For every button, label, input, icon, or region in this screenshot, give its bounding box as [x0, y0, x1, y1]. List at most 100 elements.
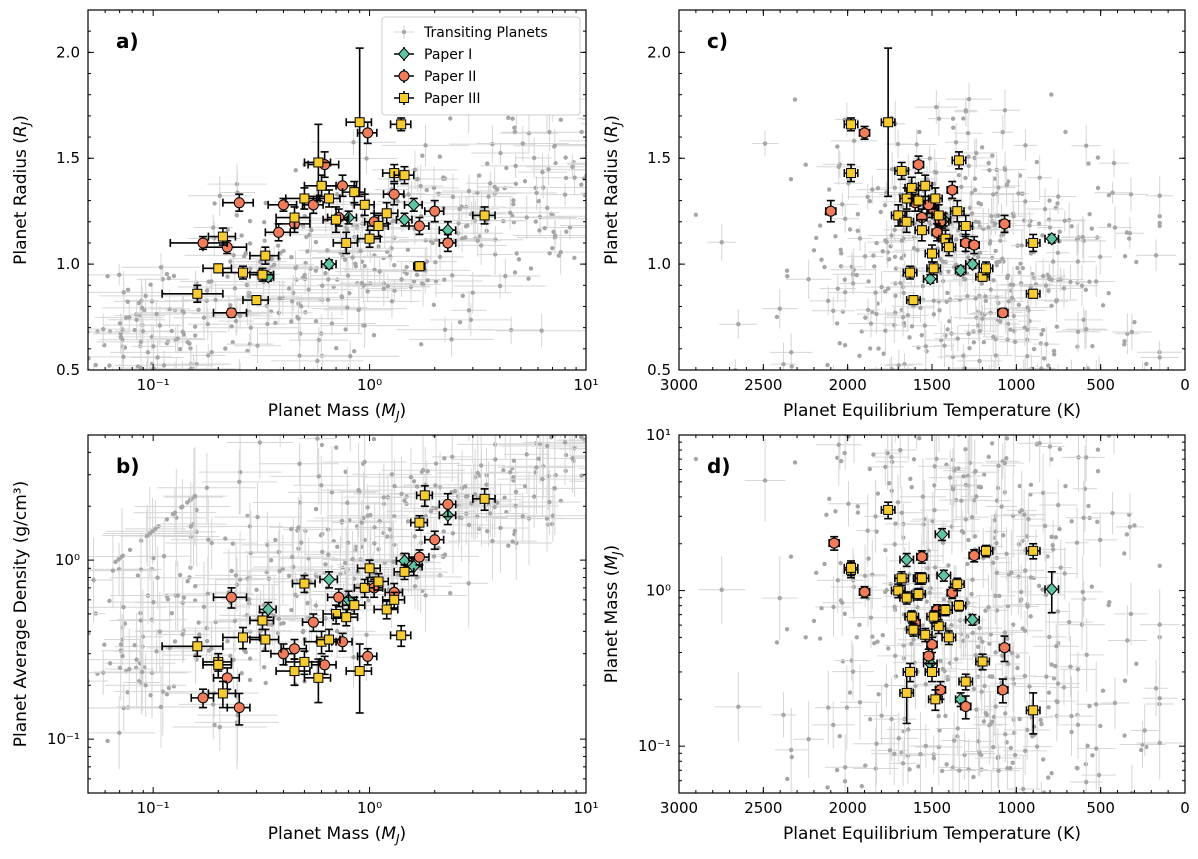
- transiting-planet-point: [1093, 702, 1099, 707]
- transiting-planet-point: [1018, 598, 1023, 604]
- transiting-planet-point: [180, 308, 185, 313]
- transiting-planet-point: [1084, 326, 1089, 332]
- transiting-planet-point: [376, 244, 381, 249]
- transiting-planet-point: [161, 363, 167, 368]
- transiting-planet-point: [484, 482, 489, 487]
- transiting-planet-point: [247, 656, 253, 661]
- transiting-planet-point: [932, 565, 938, 570]
- transiting-planet-point: [132, 327, 137, 333]
- transiting-planet-point: [299, 540, 304, 545]
- transiting-planet-point: [851, 584, 856, 590]
- transiting-planet-point: [598, 479, 602, 483]
- transiting-planet-point: [452, 488, 458, 494]
- transiting-planet-point: [961, 530, 966, 535]
- transiting-planet-point: [843, 765, 848, 770]
- transiting-planet-point: [969, 211, 975, 216]
- transiting-planet-point: [850, 281, 856, 286]
- paper-iii-point: [960, 221, 971, 231]
- transiting-planet-point: [1034, 744, 1040, 749]
- transiting-planet-point: [840, 202, 845, 207]
- transiting-planet-point: [412, 534, 417, 539]
- transiting-planet-point: [111, 376, 115, 380]
- transiting-planet-point: [365, 598, 371, 603]
- transiting-planet-point: [297, 331, 303, 336]
- transiting-planet-point: [1040, 490, 1046, 496]
- transiting-planet-point: [166, 685, 172, 691]
- y-tick-label: 10¹: [646, 426, 671, 444]
- transiting-planet-point: [418, 342, 424, 347]
- transiting-planet-point: [84, 377, 88, 381]
- transiting-planet-point: [102, 642, 107, 647]
- transiting-planet-point: [549, 521, 555, 527]
- transiting-planet-point: [1106, 435, 1112, 438]
- transiting-planet-point: [930, 518, 935, 524]
- paper-iii-point: [381, 604, 392, 615]
- transiting-planet-point: [1122, 733, 1127, 738]
- transiting-planet-point: [448, 116, 453, 121]
- transiting-planet-point: [1047, 225, 1053, 230]
- transiting-planet-point: [572, 175, 577, 180]
- transiting-planet-point: [774, 314, 780, 320]
- transiting-planet-point: [546, 167, 551, 172]
- transiting-planet-point: [117, 665, 123, 670]
- x-axis-label: Planet Equilibrium Temperature (K): [783, 401, 1081, 421]
- transiting-planet-point: [302, 272, 307, 278]
- transiting-planet-point: [179, 378, 183, 382]
- paper-iii-point: [217, 231, 228, 242]
- transiting-planet-point: [989, 255, 995, 261]
- transiting-planet-point: [977, 751, 982, 756]
- transiting-planet-point: [258, 378, 262, 382]
- transiting-planet-point: [1054, 644, 1059, 649]
- transiting-planet-point: [857, 700, 863, 705]
- paper-iii-point: [192, 288, 203, 299]
- transiting-planet-point: [989, 372, 993, 376]
- transiting-planet-point: [353, 544, 359, 550]
- transiting-planet-point: [987, 378, 991, 382]
- transiting-planet-point: [297, 461, 302, 467]
- transiting-planet-point: [1075, 329, 1081, 334]
- transiting-planet-point: [194, 657, 199, 662]
- transiting-planet-point: [917, 129, 922, 135]
- transiting-planet-point: [990, 719, 995, 724]
- transiting-planet-point: [965, 255, 971, 260]
- transiting-planet-point: [889, 459, 895, 465]
- transiting-planet-point: [1018, 589, 1024, 595]
- transiting-planet-point: [1153, 253, 1159, 258]
- transiting-planet-point: [923, 743, 929, 749]
- transiting-planet-point: [281, 621, 286, 626]
- transiting-planet-point: [1022, 748, 1028, 754]
- transiting-planet-point: [493, 252, 498, 257]
- transiting-planet-point: [1051, 676, 1057, 681]
- transiting-planet-point: [973, 219, 978, 224]
- paper-iii-point: [928, 263, 939, 274]
- transiting-planet-point: [423, 143, 428, 148]
- transiting-planet-point: [1134, 661, 1139, 666]
- transiting-planet-point: [278, 378, 282, 382]
- transiting-planet-point: [553, 233, 558, 238]
- transiting-planet-point: [563, 468, 568, 474]
- transiting-planet-point: [204, 625, 210, 631]
- transiting-planet-point: [472, 492, 478, 497]
- transiting-planet-point: [228, 303, 233, 308]
- transiting-planet-point: [972, 176, 978, 181]
- transiting-planet-point: [134, 657, 139, 662]
- transiting-planet-point: [119, 554, 125, 559]
- transiting-planet-point: [345, 305, 350, 310]
- transiting-planet-point: [900, 315, 906, 320]
- transiting-planet-point: [1069, 713, 1074, 719]
- transiting-planet-point: [1045, 554, 1050, 559]
- transiting-planet-point: [1100, 688, 1106, 693]
- transiting-planet-point: [118, 335, 124, 340]
- transiting-planet-point: [433, 278, 439, 284]
- transiting-planet-point: [188, 366, 193, 370]
- transiting-planet-point: [579, 435, 584, 440]
- transiting-planet-point: [325, 297, 331, 302]
- transiting-planet-point: [603, 344, 607, 348]
- transiting-planet-point: [415, 176, 420, 182]
- transiting-planet-point: [424, 187, 429, 193]
- transiting-planet-point: [243, 250, 248, 256]
- transiting-planet-point: [942, 343, 947, 348]
- transiting-planet-point: [1056, 194, 1061, 199]
- transiting-planet-point: [989, 214, 994, 219]
- transiting-planet-point: [992, 223, 997, 228]
